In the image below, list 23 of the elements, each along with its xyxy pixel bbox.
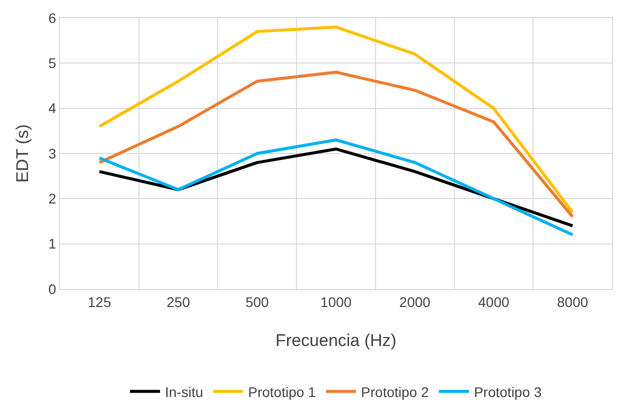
y-tick-label: 0 xyxy=(48,280,56,297)
line-series xyxy=(98,138,574,236)
y-tick-label: 4 xyxy=(48,100,56,116)
x-tick-label: 4000 xyxy=(478,294,510,310)
x-tick-label: 1000 xyxy=(320,294,352,310)
x-tick-label: 250 xyxy=(166,294,190,310)
y-tick-label: 3 xyxy=(48,145,56,162)
y-tick-label: 5 xyxy=(48,55,56,72)
legend-label: Prototipo 3 xyxy=(474,384,542,400)
line-series xyxy=(98,70,574,218)
y-tick-label: 6 xyxy=(48,10,56,26)
legend-label: Prototipo 1 xyxy=(248,384,316,400)
x-tick-label: 500 xyxy=(245,294,270,310)
legend-label: Prototipo 2 xyxy=(361,384,429,400)
x-tick-label: 8000 xyxy=(556,294,588,310)
y-axis-title: EDT (s) xyxy=(12,124,32,183)
line-series xyxy=(98,26,574,214)
y-tick-label: 1 xyxy=(48,236,56,252)
y-tick-label: 2 xyxy=(48,190,56,207)
legend-label: In-situ xyxy=(165,384,204,400)
x-axis-title: Frecuencia (Hz) xyxy=(276,331,396,350)
x-tick-label: 2000 xyxy=(399,294,431,310)
x-tick-label: 125 xyxy=(88,294,112,310)
